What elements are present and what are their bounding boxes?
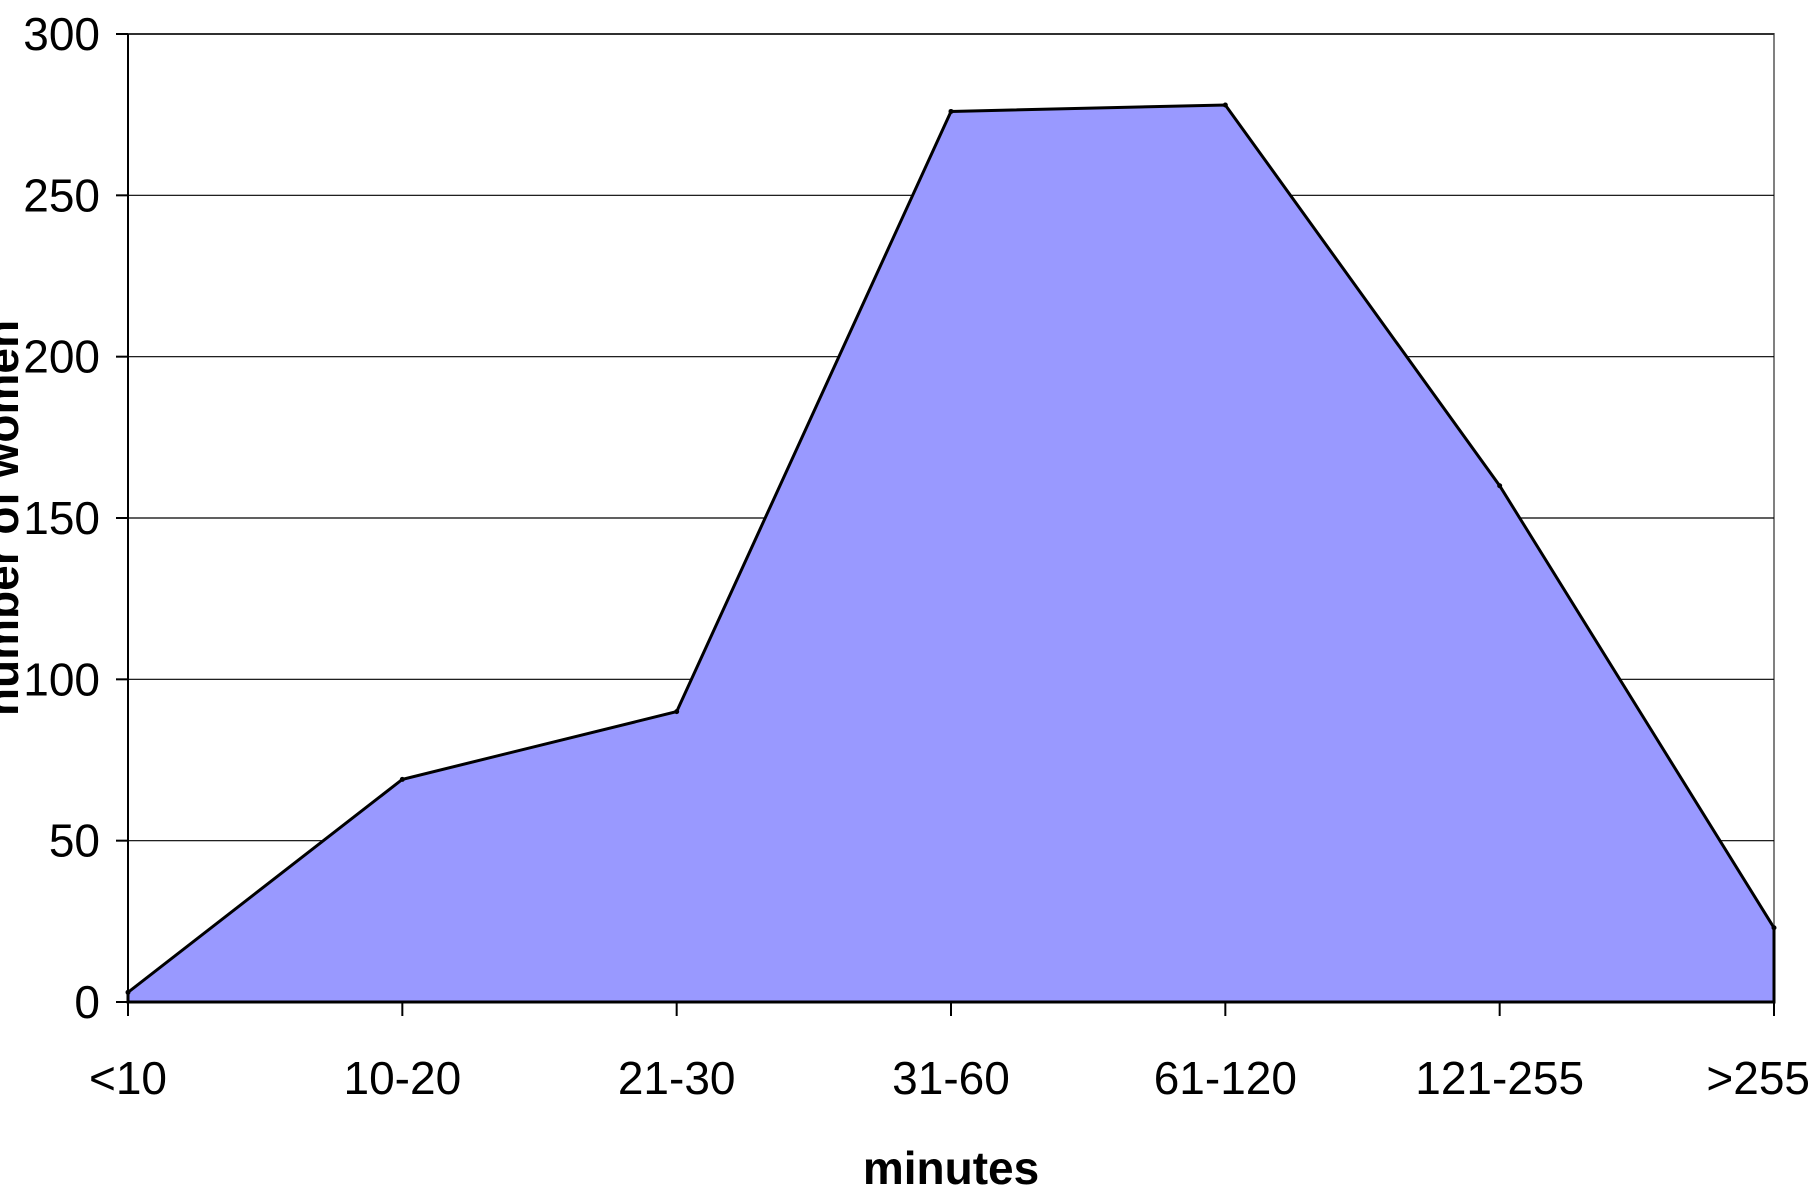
- x-tick-label: 121-255: [1415, 1052, 1584, 1104]
- y-tick-label: 100: [23, 653, 100, 705]
- y-tick-label: 300: [23, 8, 100, 60]
- area-series: [125, 102, 1777, 1004]
- y-tick-labels: 0 50 100 150 200 250 300: [23, 8, 100, 1028]
- axes: [116, 33, 1775, 1016]
- x-tick-label: >255: [1706, 1052, 1810, 1104]
- y-tick-label: 150: [23, 492, 100, 544]
- data-point-2: [674, 709, 680, 715]
- y-tick-label: 50: [49, 815, 100, 867]
- x-tick-label: 31-60: [892, 1052, 1010, 1104]
- data-point-6: [1771, 925, 1777, 931]
- x-tick-label: <10: [89, 1052, 167, 1104]
- data-point-1: [399, 776, 405, 782]
- data-point-5: [1497, 483, 1503, 489]
- area-fill: [126, 103, 1776, 1004]
- x-axis-title: minutes: [863, 1142, 1039, 1194]
- x-tick-label: 21-30: [618, 1052, 736, 1104]
- x-tick-label: 10-20: [344, 1052, 462, 1104]
- y-tick-label: 250: [23, 169, 100, 221]
- x-tick-label: 61-120: [1154, 1052, 1297, 1104]
- y-axis-title: number of women: [0, 320, 28, 716]
- data-point-3: [948, 108, 954, 114]
- y-tick-label: 0: [74, 976, 100, 1028]
- data-point-4: [1222, 102, 1228, 108]
- x-tick-labels: <10 10-20 21-30 31-60 61-120 121-255 >255: [89, 1052, 1810, 1104]
- y-tick-label: 200: [23, 331, 100, 383]
